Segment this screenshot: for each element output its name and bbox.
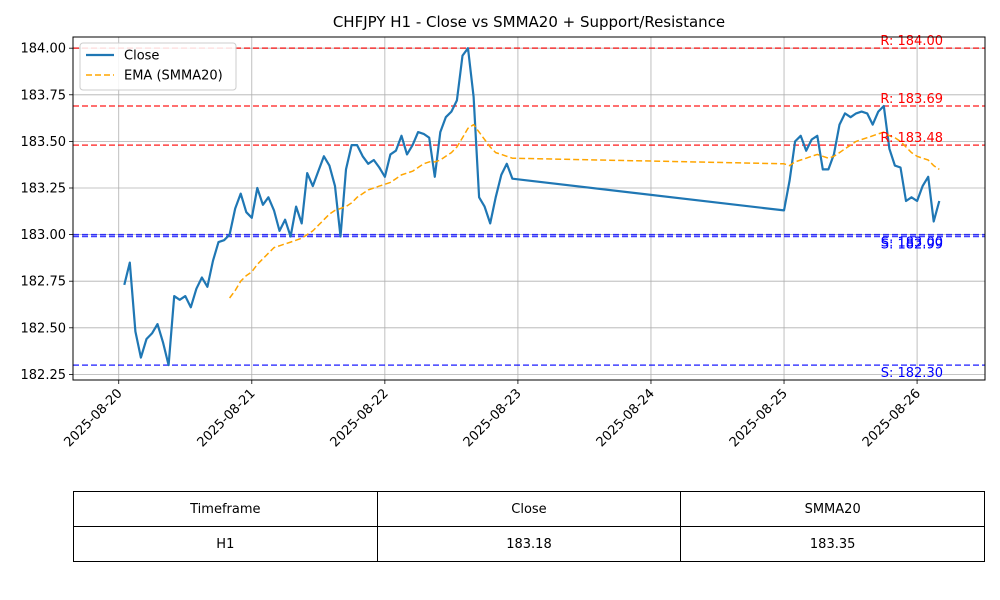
legend-label-close: Close (124, 49, 159, 64)
table-header-cell: Timeframe (73, 491, 378, 527)
legend: Close EMA (SMMA20) (79, 42, 237, 91)
x-tick-label: 2025-08-22 (328, 386, 392, 450)
table-header-cell: SMMA20 (680, 491, 985, 527)
x-tick-label: 2025-08-24 (594, 386, 658, 450)
series-layer (123, 47, 941, 367)
chart-svg: CHFJPY H1 - Close vs SMMA20 + Support/Re… (21, 13, 986, 451)
level-labels-layer: R: 184.00R: 183.69R: 183.48S: 182.99S: 1… (880, 34, 943, 381)
chart-title: CHFJPY H1 - Close vs SMMA20 + Support/Re… (333, 13, 725, 31)
summary-table: Timeframe Close SMMA20 H1 183.18 183.35 (73, 491, 985, 562)
table-header-cell: Close (376, 491, 682, 527)
legend-box (79, 42, 237, 91)
y-tick-label: 182.25 (21, 368, 67, 383)
support-label: S: 182.30 (881, 366, 943, 381)
x-tick-label: 2025-08-23 (461, 386, 525, 450)
axis-layer: 182.25 182.50 182.75 183.00 183.25 183.50 183.… (21, 42, 924, 451)
support-label: S: 182.99 (881, 237, 943, 252)
series-line-1 (228, 123, 940, 299)
support-label: S: 183.00 (881, 236, 943, 251)
table-cell: H1 (73, 526, 378, 562)
x-tick-label: 2025-08-26 (860, 386, 924, 450)
series-line-0 (123, 47, 941, 367)
x-tick-label: 2025-08-21 (195, 386, 259, 450)
x-tick-label: 2025-08-25 (727, 386, 791, 450)
y-tick-label: 183.25 (21, 181, 67, 196)
table-cell: 183.35 (680, 526, 985, 562)
y-tick-label: 183.00 (21, 228, 67, 243)
y-tick-label: 182.50 (21, 321, 67, 336)
table-header-row: Timeframe Close SMMA20 (73, 491, 985, 527)
resistance-label: R: 183.69 (880, 92, 943, 107)
y-tick-label: 183.75 (21, 88, 67, 103)
levels-layer (73, 47, 985, 366)
plot-frame (72, 36, 986, 381)
table-cell: 183.18 (376, 526, 682, 562)
y-tick-label: 183.50 (21, 135, 67, 150)
resistance-label: R: 184.00 (880, 34, 943, 49)
table-row: H1 183.18 183.35 (73, 526, 985, 562)
y-tick-label: 182.75 (21, 275, 67, 290)
x-tick-label: 2025-08-20 (62, 386, 126, 450)
y-tick-label: 184.00 (21, 42, 67, 57)
resistance-label: R: 183.48 (880, 131, 943, 146)
legend-label-smma: EMA (SMMA20) (124, 69, 223, 84)
